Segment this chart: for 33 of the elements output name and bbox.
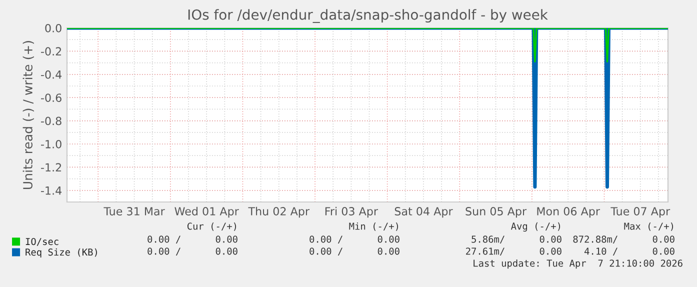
x-tick-label: Tue 31 Mar xyxy=(104,207,165,216)
x-tick-label: Fri 03 Apr xyxy=(325,206,378,218)
legend-label: IO/sec xyxy=(26,238,58,246)
x-tick-label: Tue 07 Apr xyxy=(610,207,670,218)
text: Max (-/+) xyxy=(624,222,674,231)
text: 872.88m/ 0.00 xyxy=(573,236,674,244)
y-tick-label: 0.0 xyxy=(45,24,62,32)
x-tick-label: Thu 02 Apr xyxy=(248,206,310,218)
text: Cur (-/+) xyxy=(187,222,236,231)
text: 0.00 / 0.00 xyxy=(148,236,238,244)
text: 27.61m/ 0.00 xyxy=(466,248,562,256)
text: Min (-/+) xyxy=(349,222,398,231)
text: Avg (-/+) xyxy=(511,222,560,232)
y-tick-label: -1.0 xyxy=(41,140,62,148)
y-tick-label: -1.4 xyxy=(41,186,62,195)
x-tick-label: Sat 04 Apr xyxy=(394,207,453,218)
x-tick-label: Mon 06 Apr xyxy=(537,207,600,218)
legend-label: Req Size (KB) xyxy=(26,248,97,258)
y-tick-label: -0.2 xyxy=(41,47,62,56)
text: 5.86m/ 0.00 xyxy=(472,236,562,244)
y-tick-label: -0.4 xyxy=(41,70,62,79)
text: 4.10 / 0.00 xyxy=(584,248,674,256)
y-tick-label: -1.2 xyxy=(41,163,62,172)
text: 0.00 / 0.00 xyxy=(310,248,400,256)
y-tick-label: -0.6 xyxy=(41,94,62,102)
y-tick-label: -0.8 xyxy=(41,116,62,126)
x-tick-label: Wed 01 Apr xyxy=(174,206,239,218)
chart-title: IOs for /dev/endur_data/snap-sho-gandolf - by week xyxy=(188,9,548,23)
y-axis-title: Units read (-) / write (+) xyxy=(22,41,34,189)
text: 0.00 / 0.00 xyxy=(148,248,238,256)
text: 0.00 / 0.00 xyxy=(310,236,400,244)
text: Last update: Tue Apr 7 21:10:00 2026 xyxy=(474,259,682,269)
x-tick-label: Sun 05 Apr xyxy=(466,207,527,218)
